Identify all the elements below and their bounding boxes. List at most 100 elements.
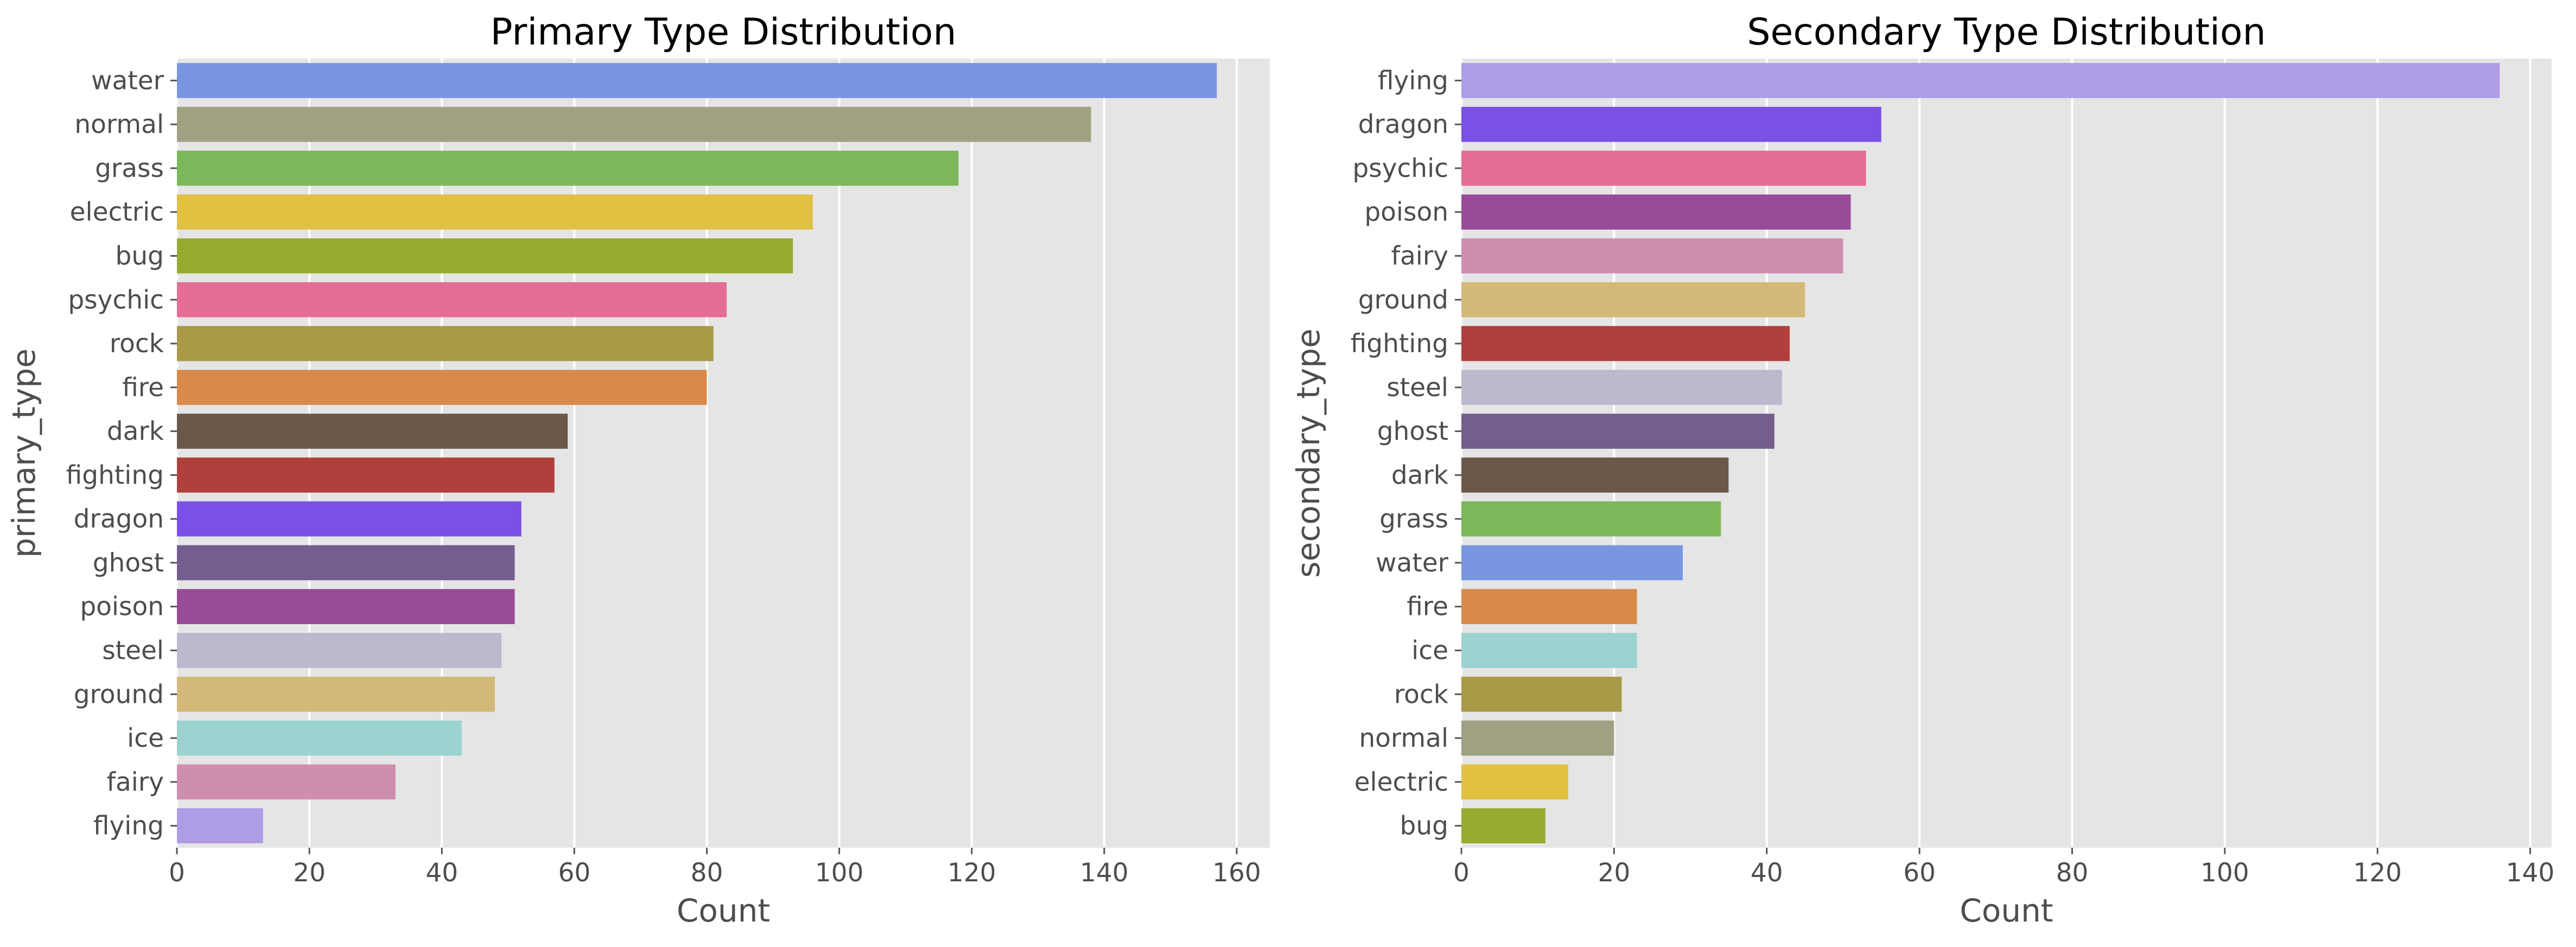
primary-bar-steel [177,633,502,668]
primary-y-tick-label: rock [110,329,164,359]
primary-x-tick-label: 60 [558,858,590,888]
primary-y-tick-label: ice [127,723,164,753]
secondary-bar-steel [1461,370,1782,405]
secondary-bar-normal [1461,720,1614,756]
primary-bar-psychic [177,282,727,317]
primary-bar-ground [177,676,495,712]
primary-bar-dark [177,414,568,449]
secondary-bar-psychic [1461,150,1866,186]
primary-bar-bug [177,238,793,274]
primary-x-tick-label: 80 [691,858,723,888]
primary-y-tick-label: grass [95,154,164,183]
primary-x-tick-label: 100 [815,858,864,888]
secondary-y-tick-label: rock [1394,679,1449,709]
primary-x-tick-label: 0 [169,858,185,888]
secondary-x-tick-label: 120 [2353,858,2402,888]
primary-x-tick-label: 40 [425,858,458,888]
secondary-bar-water [1461,545,1683,581]
secondary-x-tick-label: 0 [1453,858,1470,888]
secondary-x-tick-label: 60 [1903,858,1936,888]
primary-bar-flying [177,808,263,843]
primary-y-tick-label: dragon [74,504,164,534]
secondary-x-tick-label: 100 [2200,858,2249,888]
secondary-bar-rock [1461,676,1622,712]
secondary-plot-area [1461,59,2552,848]
secondary-chart: 0 20 40 60 80 100 120 140 flying dragon psychic poi… [1290,11,2554,929]
primary-y-tick-label: normal [74,110,164,139]
primary-y-tick-label: fighting [66,460,164,490]
secondary-y-axis-label: secondary_type [1290,328,1327,577]
secondary-bar-fighting [1461,326,1790,361]
primary-y-tick-label: poison [80,592,164,622]
primary-bar-fire [177,370,707,405]
primary-bar-grass [177,150,959,186]
secondary-y-tick-label: ice [1411,636,1448,666]
secondary-chart-title: Secondary Type Distribution [1747,11,2266,54]
secondary-bar-ice [1461,633,1637,668]
primary-x-tick-label: 160 [1212,858,1261,888]
primary-y-tick-label: fire [122,373,164,403]
primary-plot-area [177,59,1270,848]
secondary-bar-dark [1461,457,1729,493]
secondary-bar-dragon [1461,106,1881,142]
secondary-bar-electric [1461,764,1568,800]
secondary-y-tick-label: dark [1391,460,1449,490]
primary-x-tick-label: 140 [1080,858,1129,888]
secondary-x-tick-label: 40 [1751,858,1783,888]
secondary-y-tick-label: steel [1386,373,1448,403]
primary-y-tick-label: electric [70,198,164,227]
secondary-bar-poison [1461,194,1851,230]
primary-bar-fighting [177,457,555,493]
secondary-y-tick-label: electric [1354,767,1448,797]
primary-y-tick-label: ghost [93,548,164,578]
primary-bar-poison [177,589,515,625]
primary-x-tick-label: 20 [293,858,326,888]
secondary-y-tick-label: water [1376,548,1449,578]
secondary-y-tick-label: grass [1379,504,1448,534]
primary-bar-water [177,63,1217,98]
secondary-bar-flying [1461,63,2500,98]
primary-y-tick-label: steel [102,636,164,666]
primary-x-tick-label: 120 [947,858,996,888]
primary-bar-normal [177,106,1091,142]
secondary-bar-fire [1461,589,1637,625]
secondary-y-tick-label: normal [1359,723,1448,753]
primary-bar-ice [177,720,462,756]
primary-bar-electric [177,194,813,230]
secondary-bar-ground [1461,282,1805,317]
secondary-x-tick-label: 80 [2056,858,2089,888]
secondary-y-tick-label: poison [1364,198,1448,227]
secondary-bar-ghost [1461,414,1774,449]
secondary-y-tick-label: ground [1358,285,1448,315]
primary-bar-fairy [177,764,396,800]
secondary-x-tick-label: 20 [1598,858,1630,888]
primary-y-tick-label: bug [116,241,164,271]
secondary-y-tick-label: psychic [1352,154,1448,183]
secondary-x-tick-label: 140 [2506,858,2555,888]
primary-bar-rock [177,326,714,361]
secondary-bar-bug [1461,808,1545,843]
secondary-y-tick-label: fighting [1351,329,1448,359]
primary-bar-dragon [177,501,521,537]
secondary-y-tick-label: ghost [1377,417,1448,447]
primary-y-tick-label: dark [107,417,164,447]
primary-y-tick-label: water [91,66,164,96]
secondary-y-tick-label: fairy [1391,241,1448,271]
primary-y-tick-label: psychic [68,285,164,315]
primary-y-tick-label: ground [74,679,164,709]
primary-x-axis-label: Count [677,892,770,929]
primary-bar-ghost [177,545,515,581]
secondary-y-tick-label: bug [1400,811,1448,841]
primary-y-axis-label: primary_type [5,348,42,558]
primary-chart-title: Primary Type Distribution [491,11,957,54]
secondary-y-tick-label: flying [1378,66,1448,96]
secondary-x-axis-label: Count [1960,892,2053,929]
secondary-bar-grass [1461,501,1721,537]
secondary-bar-fairy [1461,238,1843,274]
primary-y-tick-label: fairy [106,767,164,797]
primary-chart: 0 20 40 60 80 100 120 140 160 water normal grass ele… [5,11,1270,929]
secondary-y-tick-label: fire [1407,592,1448,622]
primary-y-tick-label: flying [93,811,164,841]
secondary-y-tick-label: dragon [1358,110,1448,139]
